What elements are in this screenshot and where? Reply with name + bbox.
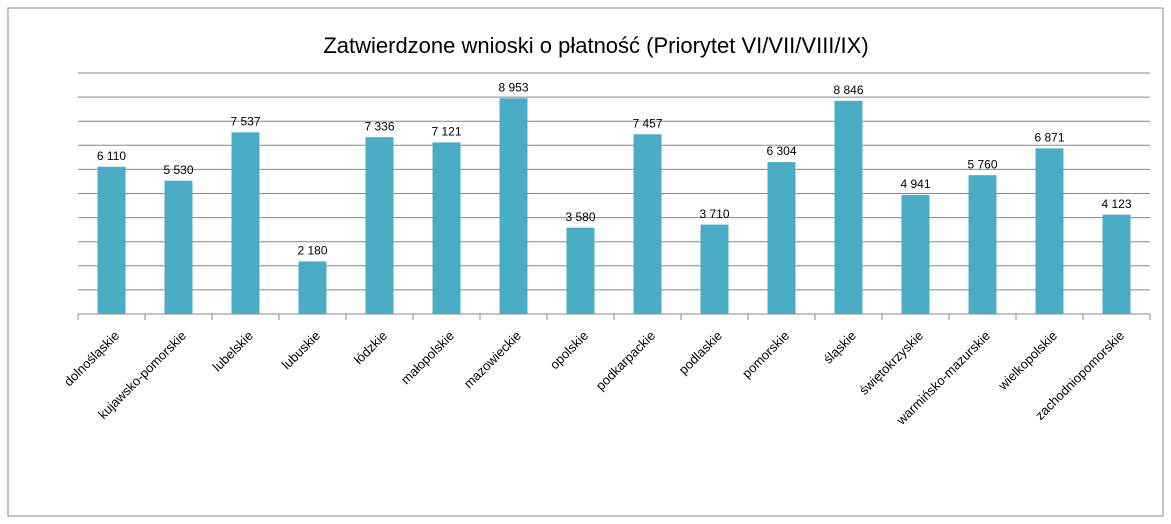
data-label: 4 123 [1101,197,1131,211]
bar [968,175,997,314]
bar [834,100,863,314]
bar [767,162,796,314]
bar [1035,148,1064,314]
bar [901,194,930,314]
data-label: 4 941 [900,177,930,191]
data-label: 3 580 [565,210,595,224]
bar [164,180,193,314]
bar [633,134,662,314]
bar [566,227,595,314]
data-label: 8 953 [498,80,528,94]
bar [298,261,327,314]
bar [97,166,126,314]
data-label: 6 871 [1034,131,1064,145]
bar [432,142,461,314]
data-label: 5 530 [163,163,193,177]
bar [365,137,394,314]
data-label: 6 304 [766,144,796,158]
bar [231,132,260,314]
bar [700,224,729,314]
data-label: 2 180 [297,244,327,258]
data-label: 7 457 [632,116,662,130]
data-label: 8 846 [833,83,863,97]
data-label: 6 110 [97,149,126,163]
bar [1102,214,1131,314]
data-label: 5 760 [967,157,997,171]
chart-title: Zatwierdzone wnioski o płatność (Prioryt… [323,33,868,58]
data-label: 7 537 [230,115,260,129]
bar [499,98,528,314]
data-label: 3 710 [699,207,729,221]
data-label: 7 121 [431,125,461,139]
data-label: 7 336 [364,119,394,133]
